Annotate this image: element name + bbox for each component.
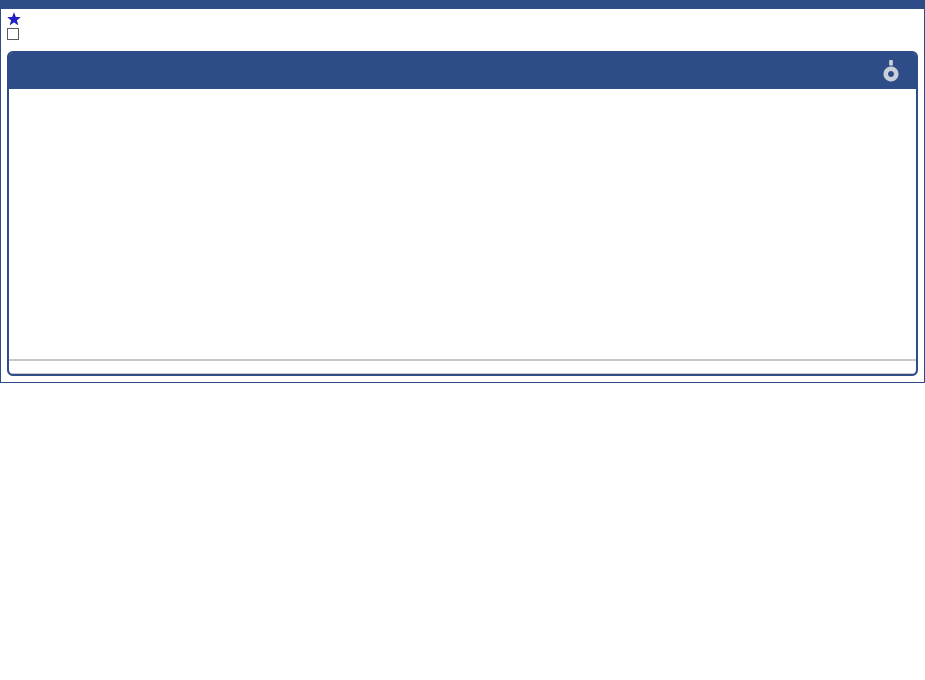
col-percent-header [395,361,467,374]
results-table-wrap [9,359,916,374]
question-panel [7,51,918,376]
legend [1,9,924,47]
star-icon [7,12,21,26]
pie-chart [9,89,916,359]
question-header [9,53,916,89]
gear-icon[interactable] [876,59,906,89]
report-title [1,1,924,9]
col-bar-header [467,361,916,374]
col-answer-header [43,361,395,374]
legend-overall [7,27,918,41]
col-icons-header [9,361,43,374]
overall-swatch [7,28,19,40]
legend-your-choice [7,11,918,27]
results-table [9,360,916,374]
